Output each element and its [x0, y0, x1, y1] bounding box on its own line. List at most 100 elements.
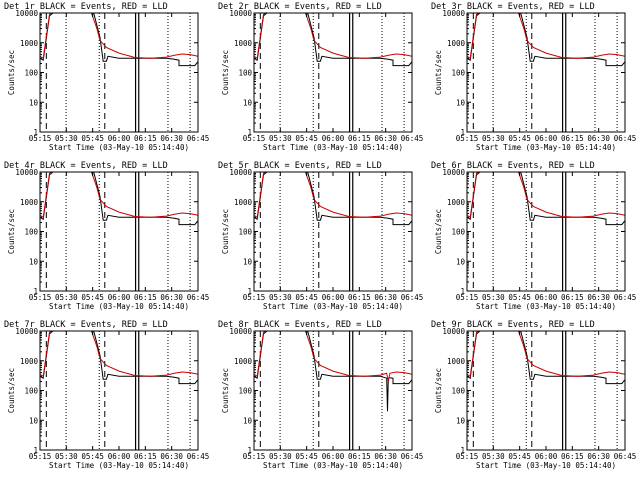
y-tick-label: 1 — [247, 446, 252, 455]
x-tick-label: 06:45 — [401, 134, 424, 143]
y-tick-label: 10 — [29, 416, 39, 425]
x-tick-label: 05:30 — [269, 452, 292, 461]
panel-title: Det 1r BLACK = Events, RED = LLD — [4, 2, 168, 12]
series-line-lld — [467, 331, 625, 378]
y-tick-label: 10000 — [229, 327, 252, 336]
y-tick-label: 10 — [29, 98, 39, 107]
chart-panel-9: Det 9r BLACK = Events, RED = LLD 1 10 100 10… — [431, 320, 636, 470]
y-tick-label: 100 — [238, 228, 252, 237]
y-tick-label: 10 — [456, 257, 466, 266]
y-tick-label: 1 — [460, 128, 465, 137]
series-line-events — [254, 331, 412, 412]
y-axis-label: Counts/sec — [434, 368, 443, 413]
x-axis-label: Start Time (03-May-10 05:14:40) — [263, 143, 403, 152]
series-line-events — [40, 13, 198, 67]
x-tick-label: 06:30 — [374, 134, 397, 143]
x-tick-label: 06:00 — [108, 452, 131, 461]
x-tick-label: 05:45 — [81, 452, 104, 461]
chart-panel-3: Det 3r BLACK = Events, RED = LLD 1 10 100 10… — [431, 2, 636, 152]
chart-panel-2: Det 2r BLACK = Events, RED = LLD 1 10 100 10… — [218, 2, 423, 152]
y-tick-label: 10000 — [442, 327, 465, 336]
y-tick-label: 10000 — [15, 168, 38, 177]
x-tick-label: 06:30 — [374, 452, 397, 461]
panel-title: Det 4r BLACK = Events, RED = LLD — [4, 161, 168, 171]
x-tick-label: 05:15 — [243, 452, 266, 461]
x-tick-label: 06:00 — [535, 452, 558, 461]
x-tick-label: 06:30 — [587, 293, 610, 302]
plot-area — [40, 331, 198, 450]
y-tick-label: 10 — [456, 416, 466, 425]
plot-frame — [39, 330, 199, 451]
x-tick-label: 05:30 — [482, 452, 505, 461]
panel-title: Det 2r BLACK = Events, RED = LLD — [218, 2, 382, 12]
x-tick-label: 05:15 — [456, 452, 479, 461]
y-tick-label: 1000 — [447, 198, 466, 207]
chart-panel-8: Det 8r BLACK = Events, RED = LLD 1 10 100 10… — [218, 320, 423, 470]
x-axis-label: Start Time (03-May-10 05:14:40) — [263, 302, 403, 311]
x-tick-label: 06:45 — [401, 293, 424, 302]
y-tick-label: 1000 — [234, 357, 253, 366]
y-axis-label: Counts/sec — [7, 50, 16, 95]
x-tick-label: 06:30 — [587, 134, 610, 143]
y-tick-label: 1 — [33, 446, 38, 455]
panel-title: Det 7r BLACK = Events, RED = LLD — [4, 320, 168, 330]
y-tick-label: 10 — [243, 98, 253, 107]
x-tick-label: 05:15 — [29, 452, 52, 461]
x-tick-label: 05:30 — [269, 293, 292, 302]
x-tick-label: 06:45 — [187, 293, 210, 302]
x-axis-label: Start Time (03-May-10 05:14:40) — [49, 143, 189, 152]
y-tick-label: 1000 — [447, 39, 466, 48]
y-tick-label: 1000 — [20, 198, 39, 207]
x-tick-label: 06:00 — [535, 293, 558, 302]
panel-title: Det 5r BLACK = Events, RED = LLD — [218, 161, 382, 171]
x-tick-label: 05:30 — [55, 293, 78, 302]
x-tick-label: 05:15 — [243, 293, 266, 302]
y-axis-label: Counts/sec — [434, 209, 443, 254]
x-tick-label: 05:15 — [29, 134, 52, 143]
x-tick-label: 05:45 — [81, 134, 104, 143]
y-axis-label: Counts/sec — [221, 209, 230, 254]
series-line-lld — [40, 172, 198, 219]
x-tick-label: 05:45 — [508, 452, 531, 461]
chart-panel-4: Det 4r BLACK = Events, RED = LLD 1 10 100 10… — [4, 161, 209, 311]
chart-panel-5: Det 5r BLACK = Events, RED = LLD 1 10 100 10… — [218, 161, 423, 311]
y-tick-label: 100 — [451, 387, 465, 396]
y-tick-label: 10000 — [15, 327, 38, 336]
y-tick-label: 1 — [33, 287, 38, 296]
y-tick-label: 100 — [24, 69, 38, 78]
y-tick-label: 10 — [456, 98, 466, 107]
plot-area — [467, 13, 625, 132]
series-line-events — [254, 13, 412, 67]
x-tick-label: 05:30 — [482, 134, 505, 143]
plot-area — [467, 331, 625, 450]
y-axis-label: Counts/sec — [434, 50, 443, 95]
y-tick-label: 1000 — [234, 198, 253, 207]
plot-frame — [39, 12, 199, 133]
panel-title: Det 6r BLACK = Events, RED = LLD — [431, 161, 595, 171]
y-tick-label: 10000 — [229, 168, 252, 177]
series-line-lld — [467, 172, 625, 219]
series-line-events — [467, 331, 625, 385]
plot-area — [467, 172, 625, 291]
x-tick-label: 05:45 — [295, 134, 318, 143]
y-tick-label: 1000 — [20, 357, 39, 366]
x-tick-label: 06:00 — [322, 452, 345, 461]
plot-area — [254, 13, 412, 132]
y-tick-label: 1 — [33, 128, 38, 137]
x-tick-label: 05:30 — [55, 134, 78, 143]
plot-area — [254, 172, 412, 291]
x-tick-label: 06:45 — [187, 452, 210, 461]
series-line-lld — [40, 13, 198, 60]
x-tick-label: 06:45 — [614, 452, 637, 461]
y-tick-label: 10000 — [229, 9, 252, 18]
y-tick-label: 1 — [247, 128, 252, 137]
series-line-lld — [254, 172, 412, 219]
x-tick-label: 05:45 — [81, 293, 104, 302]
x-axis-label: Start Time (03-May-10 05:14:40) — [476, 302, 616, 311]
series-line-events — [254, 172, 412, 226]
y-tick-label: 10000 — [442, 168, 465, 177]
series-line-events — [467, 172, 625, 226]
x-tick-label: 06:00 — [322, 134, 345, 143]
x-tick-label: 05:45 — [508, 134, 531, 143]
